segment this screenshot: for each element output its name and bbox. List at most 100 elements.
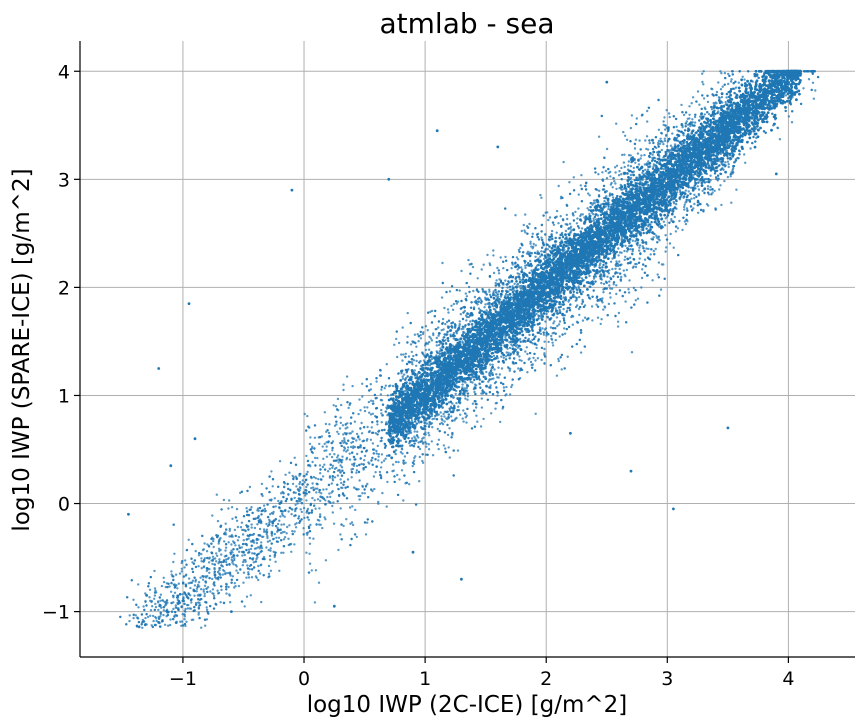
scatter-point [619,268,621,270]
scatter-point [370,439,372,441]
scatter-point [693,194,695,196]
scatter-point [351,505,353,507]
scatter-point [264,508,266,510]
scatter-point [181,568,183,570]
scatter-point [231,506,233,508]
scatter-point [552,344,554,346]
scatter-point [688,114,690,116]
scatter-point [209,590,211,592]
scatter-point [592,213,594,215]
scatter-point [588,213,590,215]
scatter-point [222,573,224,575]
scatter-point [660,288,662,290]
scatter-point [279,515,281,517]
scatter-point [514,214,516,216]
scatter-point [198,581,200,583]
scatter-point [220,553,222,555]
scatter-point [425,325,427,327]
scatter-point [363,406,365,408]
scatter-point [504,279,506,281]
scatter-point [694,121,696,123]
scatter-point [432,332,434,334]
scatter-point [652,165,654,167]
scatter-point [650,253,652,255]
scatter-point [154,594,156,596]
scatter-point [618,170,620,172]
scatter-point [356,465,358,467]
scatter-point [551,342,553,344]
scatter-point [309,443,311,445]
scatter-point [593,219,595,221]
scatter-point [651,279,653,281]
scatter-point [384,387,386,389]
scatter-point [416,434,418,436]
scatter-point [449,290,451,292]
scatter-point [430,337,432,339]
scatter-point [288,524,290,526]
scatter-point [392,463,394,465]
scatter-point [288,472,290,474]
scatter-point [556,375,558,377]
scatter-point [500,356,502,358]
scatter-point [727,176,729,178]
scatter-point [199,577,201,579]
scatter-point [280,524,282,526]
scatter-point [471,323,473,325]
scatter-point [441,262,443,264]
scatter-point [428,349,430,351]
scatter-point [212,556,214,558]
scatter-point [633,167,635,169]
scatter-point [561,232,563,234]
scatter-point [433,417,435,419]
scatter-point [442,328,444,330]
scatter-point [493,308,495,310]
scatter-point [663,116,665,118]
scatter-point [175,604,177,606]
scatter-point [644,139,646,141]
scatter-point [292,483,294,485]
scatter-point [144,601,146,603]
scatter-point [437,428,439,430]
scatter-point [670,145,672,147]
scatter-point [188,577,190,579]
scatter-point [314,601,316,603]
scatter-point [308,553,310,555]
scatter-point [517,367,519,369]
scatter-point [438,439,440,441]
scatter-point [349,453,351,455]
scatter-point [376,452,378,454]
scatter-point [437,335,439,337]
scatter-point [509,370,511,372]
scatter-point [600,323,602,325]
scatter-point [679,189,681,191]
scatter-point [600,318,602,320]
scatter-point [597,317,599,319]
scatter-point [618,260,620,262]
scatter-point [355,439,357,441]
scatter-point [278,570,280,572]
scatter-point [342,525,344,527]
scatter-point [364,455,366,457]
scatter-point [242,582,244,584]
scatter-point [721,96,723,98]
scatter-point [269,540,271,542]
scatter-point [274,497,276,499]
scatter-point [353,462,355,464]
scatter-point [779,138,781,140]
scatter-point [637,298,639,300]
scatter-point [475,406,477,408]
scatter-point [425,446,427,448]
scatter-point [197,601,199,603]
scatter-point [322,458,324,460]
scatter-point [203,542,205,544]
scatter-point [402,499,404,501]
scatter-point [415,360,417,362]
scatter-point [237,526,239,528]
scatter-point [333,404,335,406]
scatter-point [621,154,623,156]
scatter-point [708,113,710,115]
scatter-point [404,462,406,464]
scatter-point [462,331,464,333]
scatter-point [261,536,263,538]
scatter-point [485,371,487,373]
